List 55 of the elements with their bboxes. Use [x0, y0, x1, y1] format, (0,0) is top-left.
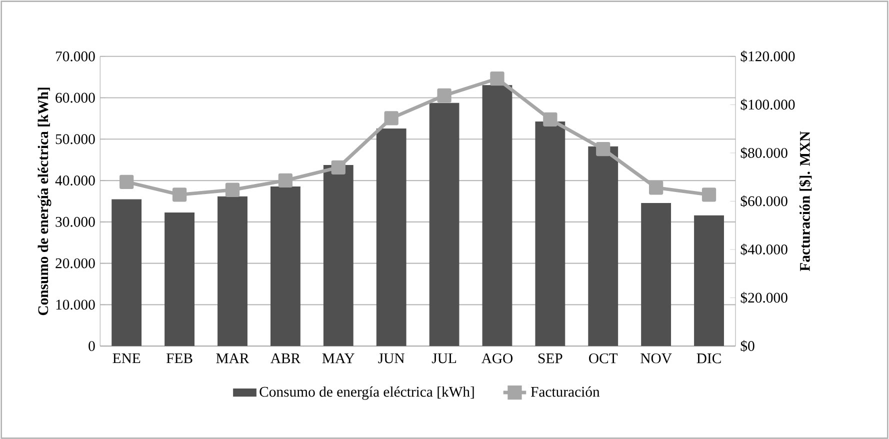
point: [649, 180, 664, 195]
bar: [270, 186, 300, 346]
bar: [694, 215, 724, 346]
y-tick-label: 70.000: [56, 51, 95, 62]
x-tick-label: MAR: [216, 353, 250, 363]
point: [384, 110, 398, 126]
x-tick-label: ABR: [270, 353, 301, 363]
point: [278, 173, 293, 188]
point: [225, 182, 240, 197]
y-tick-label: 20.000: [56, 258, 95, 268]
y-tick-label: 30.000: [56, 216, 95, 227]
point: [331, 160, 346, 174]
y-tick-label: 40.000: [55, 175, 95, 186]
y2-tick-label: $60.000: [740, 195, 788, 207]
x-tick-label: ENE: [112, 353, 140, 363]
x-tick-label: JUN: [378, 353, 404, 363]
y-tick-label: 10.000: [56, 299, 95, 310]
point: [543, 112, 558, 126]
x-tick-label: FEB: [166, 353, 192, 363]
x-tick-label: AGO: [481, 353, 513, 364]
y2-tick-label: $120.000: [740, 50, 795, 62]
point: [172, 187, 187, 202]
y-tick-label: 50.000: [56, 134, 95, 144]
x-tick-label: OCT: [589, 353, 618, 364]
y2-tick-label: $80.000: [740, 146, 788, 159]
y2-tick-label: $0: [740, 340, 754, 352]
bar: [218, 196, 248, 346]
x-tick-label: DIC: [696, 353, 721, 364]
bar: [588, 146, 618, 346]
x-tick-label: MAY: [322, 353, 354, 363]
y-tick-label: 60.000: [56, 92, 95, 103]
y2-tick-label: $20.000: [740, 292, 788, 304]
legend-label: Facturación: [530, 386, 600, 397]
point: [120, 174, 134, 189]
y2-tick-label: $100.000: [740, 98, 795, 110]
bar: [535, 121, 566, 346]
point: [702, 187, 716, 202]
y2-tick-label: $40.000: [740, 243, 788, 256]
bar: [429, 102, 460, 346]
point: [596, 142, 610, 156]
x-tick-label: SEP: [538, 353, 562, 364]
bar: [376, 128, 406, 346]
x-tick-label: NOV: [640, 353, 672, 364]
y-tick-label: 0: [88, 340, 95, 351]
x-tick-label: JUL: [432, 353, 456, 363]
bar: [323, 164, 354, 346]
bar: [112, 199, 142, 346]
bar: [164, 212, 194, 346]
y2-axis-title: Facturación [$]. MXN: [799, 131, 812, 271]
point: [490, 71, 504, 86]
bar: [641, 202, 672, 346]
legend-label: Consumo de energía eléctrica [kWh]: [260, 386, 474, 400]
y-axis-title: Consumo de energía eléctrica [kWh]: [38, 87, 52, 315]
bar: [482, 84, 512, 346]
point: [437, 88, 452, 102]
